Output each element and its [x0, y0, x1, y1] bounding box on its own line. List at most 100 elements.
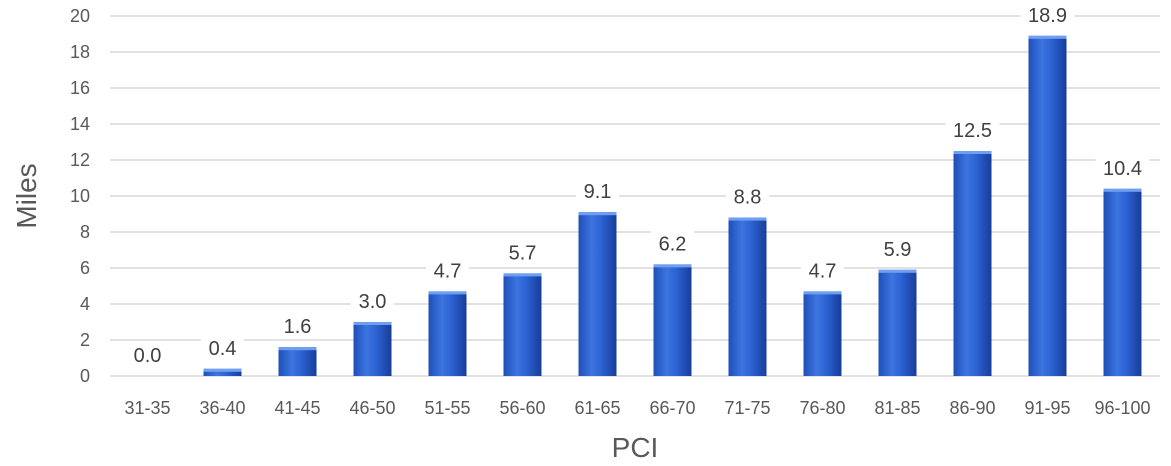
x-tick-label: 76-80 [799, 398, 845, 418]
data-label-text: 9.1 [584, 181, 612, 203]
bar-body [278, 347, 317, 376]
bar-body [503, 273, 542, 376]
data-label-background [426, 257, 469, 284]
bar-cap [578, 212, 617, 216]
y-tick-label: 10 [70, 186, 90, 206]
data-label: 0.4 [201, 334, 244, 361]
data-label: 4.7 [801, 257, 844, 284]
data-label: 4.7 [426, 257, 469, 284]
data-label-background [945, 117, 1000, 143]
data-label-text: 0.4 [209, 338, 237, 360]
x-tick-label: 41-45 [274, 398, 320, 418]
bar-body [953, 151, 992, 376]
bar-cap [728, 217, 767, 221]
bar-cap [953, 151, 992, 154]
bar [803, 291, 842, 376]
bar [503, 273, 542, 376]
bar [203, 368, 242, 376]
data-label-background [501, 239, 544, 266]
data-label-text: 18.9 [1028, 5, 1067, 27]
bar-cap [503, 273, 542, 277]
bar [428, 291, 467, 376]
x-tick-label: 46-50 [349, 398, 395, 418]
bar [353, 322, 392, 376]
y-tick-label: 4 [80, 294, 90, 314]
data-label: 3.0 [351, 288, 394, 314]
bar-body [203, 368, 242, 376]
bar-cap [428, 291, 467, 295]
x-axis-ticks: 31-35 36-40 41-45 46-50 51-55 56-60 61-65 66-70… [124, 398, 1150, 418]
data-label-text: 3.0 [359, 291, 387, 313]
y-tick-label: 8 [80, 222, 90, 242]
x-tick-label: 71-75 [724, 398, 770, 418]
x-tick-label: 86-90 [949, 398, 995, 418]
data-label-text: 5.7 [509, 242, 537, 264]
bar [1103, 188, 1142, 376]
data-label-background [351, 288, 394, 314]
x-tick-label: 51-55 [424, 398, 470, 418]
data-label-background [276, 313, 319, 340]
y-tick-label: 20 [70, 6, 90, 26]
bar-cap [353, 322, 392, 325]
data-label-text: 6.2 [659, 233, 687, 255]
x-tick-label: 56-60 [499, 398, 545, 418]
bar-body [353, 322, 392, 376]
data-label-background [876, 235, 919, 262]
y-tick-label: 16 [70, 78, 90, 98]
x-tick-label: 96-100 [1094, 398, 1150, 418]
y-tick-label: 2 [80, 330, 90, 350]
bar-cap [653, 264, 692, 268]
bar [653, 264, 692, 376]
data-label-text: 12.5 [953, 120, 992, 142]
data-label-background [201, 334, 244, 361]
data-labels: 0.0 0.4 1.6 3.0 4.7 5.7 9.1 6.2 8.8 4.7 5.9 12.5 18.… [126, 1, 1150, 368]
data-label: 12.5 [945, 117, 1000, 143]
bar [1028, 35, 1067, 377]
bar [728, 217, 767, 376]
bar [953, 151, 992, 376]
data-label-text: 4.7 [434, 260, 462, 282]
bar-cap [878, 269, 917, 273]
y-tick-label: 6 [80, 258, 90, 278]
bar-body [653, 264, 692, 376]
bar [278, 347, 317, 376]
bar-body [728, 217, 767, 376]
y-tick-label: 18 [70, 42, 90, 62]
x-tick-label: 81-85 [874, 398, 920, 418]
gridlines [110, 15, 1160, 377]
y-tick-label: 14 [70, 114, 90, 134]
data-label: 0.0 [126, 342, 169, 368]
data-label: 6.2 [651, 230, 694, 257]
bar-cap [803, 291, 842, 295]
bars [203, 35, 1142, 377]
bar-body [803, 291, 842, 376]
bar-cap [203, 368, 242, 372]
y-axis-title: Miles [11, 163, 42, 228]
data-label: 18.9 [1020, 1, 1075, 28]
data-label-background [1095, 154, 1150, 181]
data-label-text: 4.7 [809, 260, 837, 282]
data-label-text: 0.0 [134, 345, 162, 367]
data-label: 5.9 [876, 235, 919, 262]
data-label-text: 1.6 [284, 316, 312, 338]
data-label: 10.4 [1095, 154, 1150, 181]
data-label: 9.1 [576, 178, 619, 205]
bar-body [428, 291, 467, 376]
y-tick-label: 0 [80, 366, 90, 386]
bar-cap [1103, 188, 1142, 192]
bar-cap [278, 347, 317, 351]
data-label-text: 8.8 [734, 187, 762, 209]
data-label-background [1020, 1, 1075, 28]
x-tick-label: 66-70 [649, 398, 695, 418]
bar [878, 269, 917, 376]
bar [578, 212, 617, 376]
data-label: 1.6 [276, 313, 319, 340]
data-label-background [726, 183, 769, 210]
bar-body [1028, 35, 1067, 377]
data-label-background [576, 178, 619, 205]
bar-body [578, 212, 617, 376]
data-label: 8.8 [726, 183, 769, 210]
data-label: 5.7 [501, 239, 544, 266]
y-tick-label: 12 [70, 150, 90, 170]
